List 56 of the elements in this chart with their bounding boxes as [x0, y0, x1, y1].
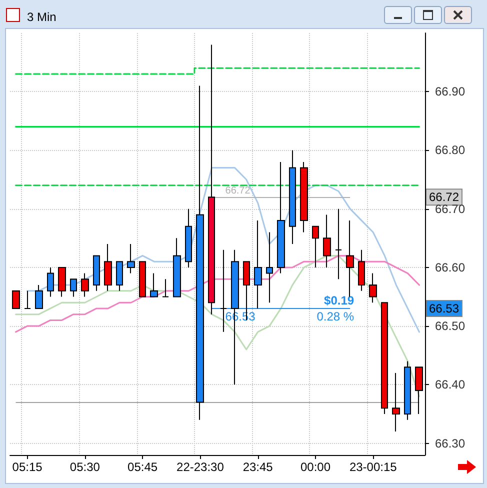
candlestick — [35, 284, 43, 309]
x-tick-label: 23:45 — [242, 460, 274, 474]
candlestick — [70, 278, 77, 298]
candlestick — [381, 302, 388, 414]
x-tick-label: 05:45 — [128, 460, 158, 474]
candlestick — [24, 290, 31, 309]
line-series — [15, 254, 420, 398]
candlestick — [196, 85, 204, 420]
candlestick — [254, 220, 262, 309]
candlestick — [323, 214, 331, 268]
y-tick-label: 66.70 — [435, 202, 466, 216]
candlestick — [81, 272, 89, 298]
candlestick — [139, 261, 146, 298]
candlestick — [116, 261, 123, 292]
candlestick — [289, 150, 296, 244]
candlestick — [162, 278, 169, 298]
candlestick — [392, 372, 400, 432]
candlestick — [47, 266, 54, 298]
y-tick-label: 66.50 — [435, 319, 466, 334]
candlestick — [104, 244, 112, 292]
x-tick-label: 00:00 — [300, 460, 331, 474]
annotation: 66.53 — [428, 301, 460, 316]
candlestick — [127, 244, 135, 274]
candlestick — [312, 226, 319, 268]
ref-line-label: 66.72 — [225, 186, 251, 197]
annotation: 0.28 % — [316, 309, 354, 324]
y-tick-label: 66.80 — [435, 143, 466, 158]
candlestick — [12, 290, 20, 309]
candlestick — [220, 249, 227, 332]
candlestick — [150, 272, 158, 298]
y-tick-label: 66.90 — [435, 84, 466, 99]
candlestick — [404, 360, 411, 420]
candlestick — [173, 238, 181, 298]
y-tick-label: 66.60 — [435, 260, 466, 274]
candlestick — [93, 255, 100, 292]
line-series — [15, 254, 420, 333]
candlestick — [58, 266, 66, 298]
candlestick — [369, 272, 377, 304]
x-tick-label: 05:30 — [70, 460, 100, 474]
candlestick — [358, 249, 365, 292]
candlestick — [415, 366, 423, 414]
x-tick-label: 05:15 — [12, 460, 43, 474]
y-tick-label: 66.30 — [435, 436, 466, 450]
candlestick — [266, 232, 273, 304]
candlestick — [208, 44, 215, 315]
candlestick — [277, 161, 285, 274]
candlestick — [346, 220, 354, 298]
candlestick — [185, 208, 192, 268]
x-tick-label: 23-00:15 — [349, 460, 398, 474]
candlestick — [300, 161, 308, 233]
candlestick — [335, 208, 342, 280]
x-tick-label: 22-23:30 — [176, 460, 224, 474]
annotation: 66.72 — [428, 190, 460, 204]
annotation: $0.19 — [324, 293, 354, 308]
y-tick-label: 66.40 — [435, 378, 466, 392]
chart-title: 3 Min — [27, 10, 56, 24]
